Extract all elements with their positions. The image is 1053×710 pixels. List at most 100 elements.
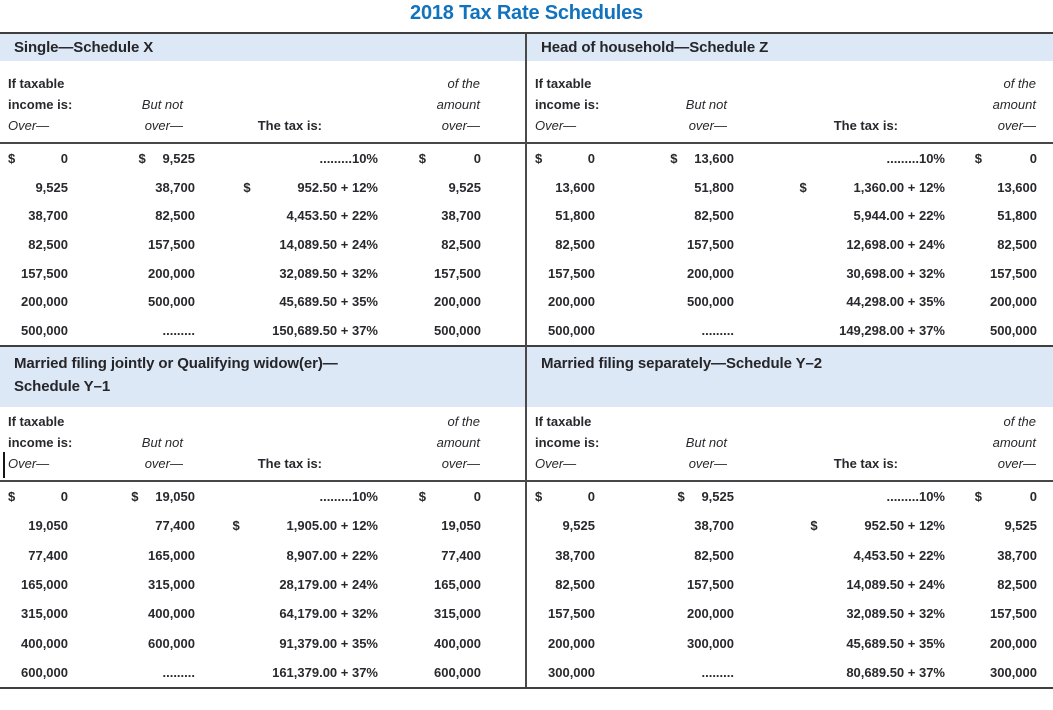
header-over: Over— <box>8 456 50 471</box>
amount-over-cell: 51,800 <box>945 201 1037 230</box>
but-not-over-value: 82,500 <box>694 208 734 224</box>
dollar-sign: $ <box>8 489 16 505</box>
over-cell: 51,800 <box>535 201 595 230</box>
tax-formula: 1,905.00 + 12% <box>286 518 378 534</box>
tax-formula: 45,689.50 + 35% <box>846 635 945 651</box>
header-if-taxable: If taxable <box>8 414 65 429</box>
over-value: 200,000 <box>548 635 595 651</box>
amount-over-value: 500,000 <box>434 323 481 339</box>
tax-bracket-row: 82,500 157,500 14,089.50 + 24% 82,500 <box>0 230 525 259</box>
amount-over-value: 82,500 <box>441 236 481 252</box>
over-value: 0 <box>587 150 595 166</box>
tax-formula: 28,179.00 + 24% <box>279 576 378 592</box>
over-cell: 165,000 <box>8 570 68 599</box>
tax-bracket-row: 157,500 200,000 30,698.00 + 32% 157,500 <box>527 259 1053 288</box>
over-value: 82,500 <box>28 236 68 252</box>
amount-over-cell: 38,700 <box>945 541 1037 570</box>
column-header-tax: The tax is: <box>257 456 322 471</box>
over-cell: 500,000 <box>8 316 68 345</box>
tax-formula: .........10% <box>886 150 945 166</box>
dollar-sign: $ <box>243 179 251 195</box>
over-value: 0 <box>60 489 68 505</box>
amount-over-value: 9,525 <box>1004 518 1037 534</box>
over-cell: 400,000 <box>8 628 68 657</box>
amount-over-cell: 500,000 <box>945 316 1037 345</box>
tax-bracket-row: 500,000 ......... 149,298.00 + 37% 500,0… <box>527 316 1053 345</box>
tax-formula: 32,089.50 + 32% <box>846 606 945 622</box>
schedule-band: Married filing jointly or Qualifying wid… <box>0 347 525 407</box>
schedule-title: Married filing jointly or Qualifying wid… <box>14 355 338 372</box>
tax-formula: 80,689.50 + 37% <box>846 664 945 680</box>
amount-over-cell: $0 <box>945 482 1037 511</box>
tax-bracket-row: 600,000 ......... 161,379.00 + 37% 600,0… <box>0 658 525 687</box>
over-value: 157,500 <box>548 606 595 622</box>
tax-bracket-row: 9,525 38,700 $952.50 + 12% 9,525 <box>527 511 1053 540</box>
over-value: 600,000 <box>21 664 68 680</box>
tax-cell: 14,089.50 + 24% <box>195 230 378 259</box>
dollar-sign: $ <box>535 489 543 505</box>
amount-over-value: 82,500 <box>997 576 1037 592</box>
over-value: 300,000 <box>548 664 595 680</box>
column-headers: If taxable income is: Over— But not over… <box>527 61 1053 144</box>
tax-cell: 5,944.00 + 22% <box>734 201 945 230</box>
but-not-over-value: 600,000 <box>148 635 195 651</box>
but-not-over-value: 13,600 <box>694 150 734 166</box>
dollar-sign: $ <box>810 518 818 534</box>
over-value: 500,000 <box>548 323 595 339</box>
but-not-over-value: 400,000 <box>148 606 195 622</box>
over-cell: 82,500 <box>535 570 595 599</box>
dollar-sign: $ <box>974 150 982 166</box>
over-value: 38,700 <box>28 208 68 224</box>
but-not-over-value: 200,000 <box>687 606 734 622</box>
tax-formula: .........10% <box>886 489 945 505</box>
tax-bracket-row: 315,000 400,000 64,179.00 + 32% 315,000 <box>0 599 525 628</box>
but-not-over-value: 157,500 <box>148 236 195 252</box>
but-not-over-cell: 500,000 <box>68 288 195 317</box>
tax-formula: 4,453.50 + 22% <box>286 208 378 224</box>
over-value: 82,500 <box>555 236 595 252</box>
tax-formula: 45,689.50 + 35% <box>279 294 378 310</box>
over-value: 13,600 <box>555 179 595 195</box>
amount-over-cell: 77,400 <box>378 541 481 570</box>
dollar-sign: $ <box>670 150 678 166</box>
but-not-over-cell: 315,000 <box>68 570 195 599</box>
but-not-over-value: 500,000 <box>687 294 734 310</box>
but-not-over-cell: 51,800 <box>595 173 734 202</box>
amount-over-value: 165,000 <box>434 576 481 592</box>
amount-over-value: 200,000 <box>990 294 1037 310</box>
schedule-band: Single—Schedule X <box>0 34 525 61</box>
tax-bracket-row: 19,050 77,400 $1,905.00 + 12% 19,050 <box>0 511 525 540</box>
column-header-amount-over: of the amount over— <box>436 414 480 471</box>
tax-cell: 45,689.50 + 35% <box>734 628 945 657</box>
column-headers: If taxable income is: Over— But not over… <box>0 61 525 144</box>
tax-cell: 8,907.00 + 22% <box>195 541 378 570</box>
over-cell: 500,000 <box>535 316 595 345</box>
over-cell: 315,000 <box>8 599 68 628</box>
over-value: 0 <box>60 150 68 166</box>
amount-over-value: 19,050 <box>441 518 481 534</box>
over-cell: 38,700 <box>8 201 68 230</box>
tax-formula: 64,179.00 + 32% <box>279 606 378 622</box>
but-not-over-value: 157,500 <box>687 236 734 252</box>
over-value: 9,525 <box>562 518 595 534</box>
but-not-over-cell: 38,700 <box>68 173 195 202</box>
bracket-rows: $0 $9,525 .........10% $0 9,525 38,700 $… <box>527 482 1053 687</box>
over-value: 82,500 <box>555 576 595 592</box>
tax-cell: 44,298.00 + 35% <box>734 288 945 317</box>
amount-over-cell: $0 <box>378 144 481 173</box>
but-not-over-cell: 157,500 <box>595 570 734 599</box>
but-not-over-cell: 200,000 <box>595 259 734 288</box>
amount-over-cell: 200,000 <box>378 288 481 317</box>
tax-bracket-row: 300,000 ......... 80,689.50 + 37% 300,00… <box>527 658 1053 687</box>
amount-over-cell: 600,000 <box>378 658 481 687</box>
over-value: 51,800 <box>555 208 595 224</box>
over-cell: 77,400 <box>8 541 68 570</box>
column-header-over: If taxable income is: Over— <box>8 61 72 142</box>
schedule-section-married-joint: Married filing jointly or Qualifying wid… <box>0 347 525 687</box>
over-value: 77,400 <box>28 547 68 563</box>
schedule-section-head-of-household: Head of household—Schedule Z If taxable … <box>527 34 1053 345</box>
but-not-over-value: 77,400 <box>155 518 195 534</box>
tax-bracket-row: $0 $9,525 .........10% $0 <box>527 482 1053 511</box>
column-header-over: If taxable income is: Over— <box>8 407 72 480</box>
but-not-over-cell: 500,000 <box>595 288 734 317</box>
